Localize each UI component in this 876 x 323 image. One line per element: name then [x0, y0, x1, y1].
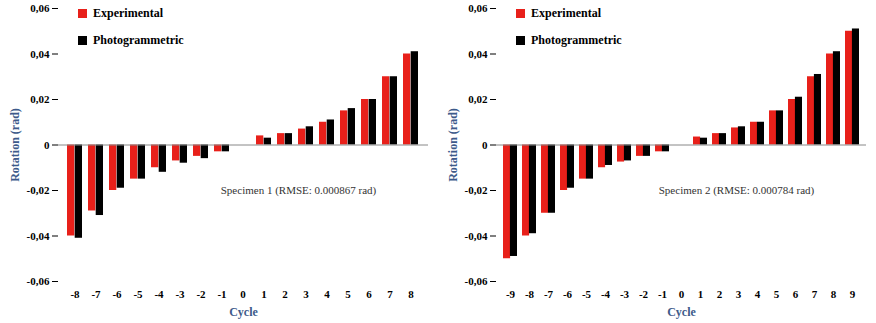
svg-text:Cycle: Cycle	[667, 305, 696, 319]
svg-text:Rotation (rad): Rotation (rad)	[8, 108, 22, 182]
svg-text:0,06: 0,06	[30, 2, 50, 14]
svg-text:0: 0	[240, 288, 246, 300]
svg-text:2: 2	[282, 288, 288, 300]
svg-text:0: 0	[679, 288, 685, 300]
svg-text:0,02: 0,02	[30, 93, 50, 105]
svg-text:0,02: 0,02	[468, 93, 488, 105]
svg-text:6: 6	[793, 288, 799, 300]
svg-text:4: 4	[755, 288, 761, 300]
html-text:Photogrammetric: Photogrammetric	[531, 33, 622, 47]
svg-text:1: 1	[698, 288, 704, 300]
html-text:Experimental: Experimental	[531, 6, 601, 20]
svg-text:-1: -1	[217, 288, 226, 300]
svg-text:-1: -1	[658, 288, 667, 300]
svg-text:-7: -7	[544, 288, 554, 300]
svg-text:3: 3	[303, 288, 309, 300]
svg-text:3: 3	[736, 288, 742, 300]
svg-text:-2: -2	[639, 288, 649, 300]
svg-text:6: 6	[366, 288, 372, 300]
svg-text:-5: -5	[133, 288, 143, 300]
svg-text:5: 5	[345, 288, 351, 300]
svg-text:-5: -5	[582, 288, 592, 300]
svg-text:0: 0	[44, 139, 50, 151]
svg-text:-3: -3	[175, 288, 185, 300]
svg-text:1: 1	[261, 288, 267, 300]
svg-text:-0,02: -0,02	[465, 184, 488, 196]
svg-text:8: 8	[408, 288, 414, 300]
svg-text:Cycle: Cycle	[229, 305, 258, 319]
svg-text:-8: -8	[70, 288, 80, 300]
svg-text:-0,02: -0,02	[27, 184, 50, 196]
svg-text:-6: -6	[563, 288, 573, 300]
svg-text:5: 5	[774, 288, 780, 300]
svg-text:0: 0	[482, 139, 488, 151]
svg-text:9: 9	[850, 288, 856, 300]
svg-text:Rotation (rad): Rotation (rad)	[446, 108, 460, 182]
svg-text:-4: -4	[601, 288, 611, 300]
svg-text:-2: -2	[196, 288, 206, 300]
svg-text:-0,06: -0,06	[465, 275, 488, 287]
html-text:Photogrammetric: Photogrammetric	[93, 33, 184, 47]
svg-text:-4: -4	[154, 288, 164, 300]
svg-text:0,06: 0,06	[468, 2, 488, 14]
svg-text:7: 7	[812, 288, 818, 300]
svg-text:Specimen 1 (RMSE: 0.000867 rad: Specimen 1 (RMSE: 0.000867 rad)	[221, 184, 377, 197]
svg-text:-7: -7	[91, 288, 101, 300]
svg-text:2: 2	[717, 288, 723, 300]
html-text:Experimental: Experimental	[93, 6, 163, 20]
svg-text:-0,06: -0,06	[27, 275, 50, 287]
svg-text:7: 7	[387, 288, 393, 300]
svg-text:4: 4	[324, 288, 330, 300]
svg-text:-9: -9	[506, 288, 516, 300]
svg-text:-3: -3	[620, 288, 630, 300]
svg-text:-8: -8	[525, 288, 535, 300]
svg-text:8: 8	[831, 288, 837, 300]
svg-text:-0,04: -0,04	[465, 230, 488, 242]
svg-text:Specimen 2 (RMSE: 0.000784 rad: Specimen 2 (RMSE: 0.000784 rad)	[659, 184, 815, 197]
svg-text:0,04: 0,04	[30, 48, 50, 60]
svg-text:-6: -6	[112, 288, 122, 300]
svg-text:-0,04: -0,04	[27, 230, 50, 242]
svg-text:0,04: 0,04	[468, 48, 488, 60]
